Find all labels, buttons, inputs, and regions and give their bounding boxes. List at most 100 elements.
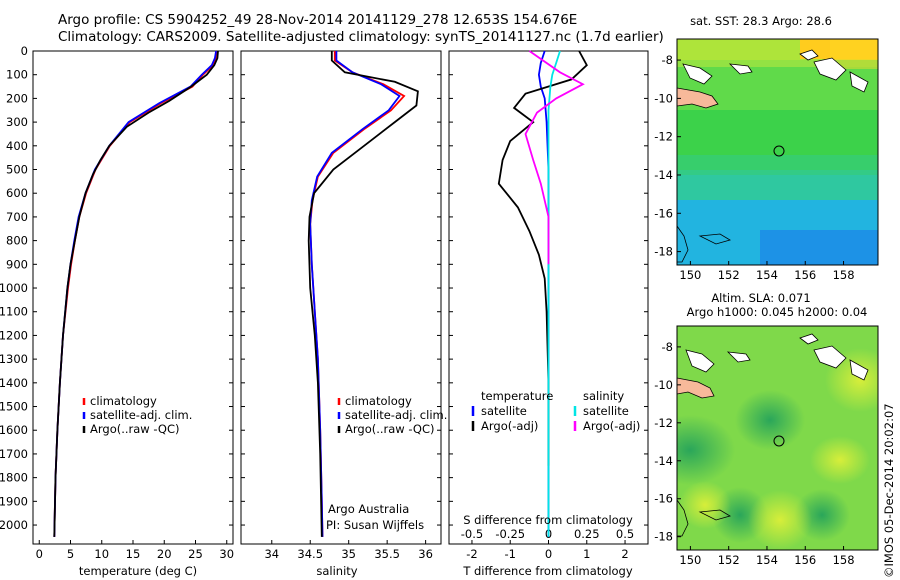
depth-tick-label: 1500 — [0, 400, 28, 414]
map-lon-label: 158 — [833, 268, 855, 282]
x-tick-label: 10 — [94, 547, 109, 561]
depth-tick-label: 2000 — [0, 518, 28, 532]
legend-argo: Argo(..raw -QC) — [345, 422, 435, 436]
sla-map-title: Altim. SLA: 0.071 — [711, 291, 810, 305]
x-tick-label: 35.5 — [374, 547, 400, 561]
legend-satellite: satellite-adj. clim. — [90, 408, 192, 422]
legend-s-satellite: satellite — [583, 404, 629, 418]
series-salinity-argo-adj — [524, 50, 585, 265]
depth-tick-label: 300 — [6, 115, 28, 129]
s-diff-tick-label: -0.5 — [461, 527, 483, 541]
map-lat-label: -12 — [654, 130, 673, 144]
map-lat-label: -16 — [654, 492, 673, 506]
map-lon-label: 154 — [756, 268, 778, 282]
x-tick-label: -2 — [466, 547, 477, 561]
s-diff-tick-label: 0.5 — [616, 527, 634, 541]
map-lat-label: -10 — [654, 378, 673, 392]
map-lat-label: -8 — [662, 53, 673, 67]
depth-tick-label: 1400 — [0, 376, 28, 390]
x-tick-label: 1 — [583, 547, 590, 561]
difference-panel: -2 -1 0 1 2-0.5 -0.25 0 0.25 0.5 — [448, 50, 649, 561]
series-argo-raw-qc — [307, 51, 419, 537]
salinity-panel: 34 34.5 35 35.5 36 — [240, 50, 442, 561]
map-lat-label: -12 — [654, 416, 673, 430]
map-lon-label: 150 — [679, 553, 701, 567]
depth-tick-label: 1100 — [0, 305, 28, 319]
map-lon-label: 150 — [679, 268, 701, 282]
depth-tick-label: 500 — [6, 163, 28, 177]
depth-tick-label: 1200 — [0, 328, 28, 342]
map-lon-label: 156 — [794, 268, 816, 282]
map-lat-label: -16 — [654, 206, 673, 220]
legend-climatology: climatology — [90, 394, 157, 408]
x-tick-label: 0 — [545, 547, 552, 561]
x-tick-label: 34.5 — [297, 547, 323, 561]
depth-tick-label: 1700 — [0, 447, 28, 461]
legend-temperature-heading: temperature — [481, 389, 553, 403]
legend-s-argo: Argo(-adj) — [583, 419, 640, 433]
s-diff-tick-label: 0.25 — [574, 527, 600, 541]
x-tick-label: 30 — [219, 547, 234, 561]
depth-tick-label: 900 — [6, 257, 28, 271]
map-lat-label: -14 — [654, 454, 673, 468]
figure-title-line1: Argo profile: CS 5904252_49 28-Nov-2014 … — [58, 12, 578, 28]
depth-tick-label: 400 — [6, 139, 28, 153]
depth-tick-label: 1300 — [0, 352, 28, 366]
sla-argo-position-marker — [773, 435, 785, 447]
map-lon-label: 152 — [718, 553, 740, 567]
salinity-legend: climatology satellite-adj. clim. Argo(..… — [326, 394, 447, 532]
sst-map: 150 152 154 156 158 -8 -10 -12 -14 -16 -18 sat. SS… — [654, 14, 879, 282]
sla-map-subtitle: Argo h1000: 0.045 h2000: 0.04 — [687, 305, 868, 319]
x-tick-label: 2 — [621, 547, 628, 561]
map-lon-label: 152 — [718, 268, 740, 282]
legend-satellite: satellite-adj. clim. — [345, 408, 447, 422]
annotation-argo-australia: Argo Australia — [328, 502, 409, 516]
salinity-axis-label: salinity — [316, 564, 357, 578]
x-tick-label: 0 — [36, 547, 43, 561]
legend-salinity-heading: salinity — [583, 389, 624, 403]
x-tick-label: 36 — [418, 547, 433, 561]
x-tick-label: 15 — [126, 547, 141, 561]
x-tick-label: 25 — [188, 547, 203, 561]
t-difference-axis-label: T difference from climatology — [462, 564, 633, 578]
series-temperature-argo-adj — [497, 50, 588, 466]
depth-tick-label: 600 — [6, 186, 28, 200]
map-lat-label: -8 — [662, 340, 673, 354]
x-tick-label: 35 — [341, 547, 356, 561]
legend-climatology: climatology — [345, 394, 412, 408]
s-diff-tick-label: -0.25 — [495, 527, 525, 541]
depth-tick-label: 0 — [21, 44, 28, 58]
legend-argo: Argo(..raw -QC) — [90, 422, 180, 436]
map-lon-label: 156 — [794, 553, 816, 567]
plot-frame — [240, 50, 442, 545]
depth-tick-label: 100 — [6, 68, 28, 82]
depth-tick-label: 1900 — [0, 494, 28, 508]
s-difference-axis-label: S difference from climatology — [463, 513, 633, 527]
annotation-pi: PI: Susan Wijffels — [326, 518, 424, 532]
depth-tick-label: 200 — [6, 91, 28, 105]
series-argo-raw-qc — [53, 50, 219, 537]
legend-t-satellite: satellite — [481, 404, 527, 418]
temperature-legend: climatology satellite-adj. clim. Argo(..… — [82, 394, 192, 436]
difference-legend: temperature salinity satellite Argo(-adj… — [471, 389, 640, 433]
legend-t-argo: Argo(-adj) — [481, 419, 538, 433]
temperature-axis-label: temperature (deg C) — [79, 564, 197, 578]
x-tick-label: -1 — [504, 547, 515, 561]
map-lat-label: -10 — [654, 91, 673, 105]
sst-argo-position-marker — [773, 145, 785, 157]
sla-map: 150 152 154 156 158 -8 -10 -12 -14 -16 -18 Altim. … — [654, 291, 879, 567]
depth-tick-label: 1800 — [0, 471, 28, 485]
plot-frame — [32, 50, 234, 545]
map-lat-label: -18 — [654, 245, 673, 259]
x-tick-label: 5 — [67, 547, 74, 561]
map-lon-label: 154 — [756, 553, 778, 567]
depth-tick-label: 700 — [6, 210, 28, 224]
depth-tick-label: 1000 — [0, 281, 28, 295]
map-lat-label: -18 — [654, 530, 673, 544]
map-lat-label: -14 — [654, 168, 673, 182]
map-lon-label: 158 — [833, 553, 855, 567]
imos-credit: ©IMOS 05-Dec-2014 20:02:07 — [882, 403, 896, 578]
figure-title-line2: Climatology: CARS2009. Satellite-adjuste… — [58, 29, 664, 45]
depth-tick-label: 1600 — [0, 423, 28, 437]
